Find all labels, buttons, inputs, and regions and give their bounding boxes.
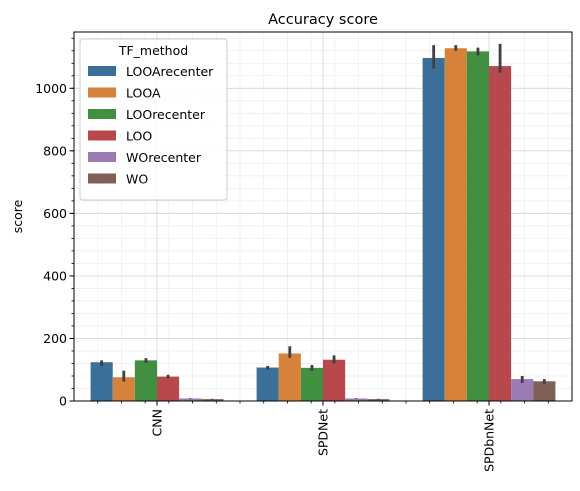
y-tick-label: 0 <box>59 394 67 409</box>
legend-entry: LOOArecenter <box>126 64 214 79</box>
y-axis-label: score <box>10 199 25 233</box>
legend-swatch <box>88 173 116 184</box>
legend-title: TF_method <box>118 43 188 58</box>
error-bars <box>100 43 546 400</box>
bar <box>157 376 180 401</box>
bar <box>422 57 445 402</box>
bar <box>278 353 301 401</box>
y-tick-label: 1000 <box>35 81 67 96</box>
legend-entry: LOOA <box>126 86 161 101</box>
x-tick-label: SPDbnNet <box>482 409 497 472</box>
bars <box>90 48 556 402</box>
y-tick-label: 200 <box>43 331 67 346</box>
bar <box>466 51 489 402</box>
x-axis: CNN SPDNet SPDbnNet <box>97 401 549 472</box>
legend-entry: LOOrecenter <box>126 107 206 122</box>
x-tick-label: SPDNet <box>316 409 331 456</box>
y-tick-label: 400 <box>43 268 67 283</box>
x-tick-label: CNN <box>150 409 165 436</box>
legend: TF_method LOOArecenter LOOA LOOrecenter LOO W… <box>79 38 228 201</box>
bar <box>345 398 368 401</box>
legend-swatch <box>88 66 116 76</box>
y-tick-label: 800 <box>43 143 67 158</box>
legend-swatch <box>88 130 116 141</box>
y-tick-label: 600 <box>43 206 67 221</box>
legend-swatch <box>88 109 116 119</box>
bar <box>533 381 556 401</box>
bar <box>256 367 279 401</box>
bar <box>489 66 512 401</box>
bar <box>300 367 323 401</box>
legend-entry: WO <box>126 172 148 187</box>
bar <box>112 377 135 401</box>
y-axis: 0 200 400 600 800 1000 <box>35 37 74 409</box>
bar <box>323 359 346 401</box>
bar <box>134 360 157 401</box>
legend-entry: WOrecenter <box>126 150 202 165</box>
legend-swatch <box>88 87 116 98</box>
legend-box <box>79 38 228 201</box>
bar <box>179 398 202 401</box>
chart-title: Accuracy score <box>268 12 378 28</box>
bar <box>90 362 113 401</box>
bar <box>201 399 224 401</box>
legend-entry: LOO <box>126 129 152 144</box>
legend-swatch <box>88 152 116 162</box>
bar <box>367 399 390 401</box>
bar <box>444 48 467 401</box>
bar <box>511 379 534 401</box>
